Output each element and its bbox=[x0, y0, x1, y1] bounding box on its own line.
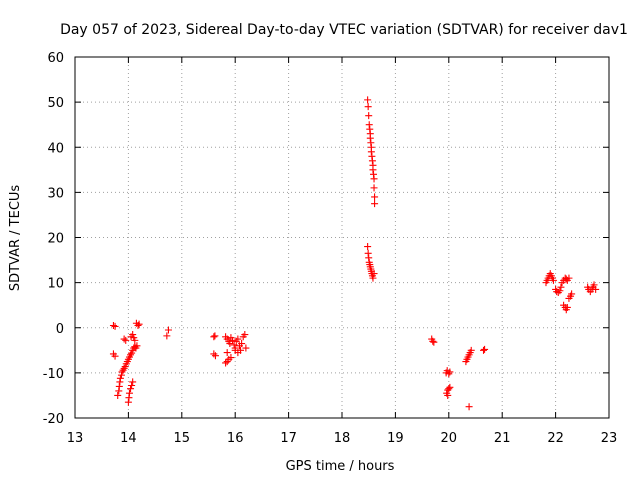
data-point bbox=[481, 345, 489, 353]
data-point bbox=[568, 290, 576, 298]
x-tick-label: 23 bbox=[601, 431, 618, 446]
data-point bbox=[364, 103, 372, 111]
data-point bbox=[592, 285, 600, 293]
y-tick-label: 20 bbox=[47, 232, 64, 247]
data-point bbox=[135, 320, 143, 328]
data-point bbox=[241, 331, 249, 339]
data-point bbox=[229, 336, 237, 344]
data-point bbox=[222, 359, 230, 367]
data-point bbox=[114, 391, 122, 399]
x-tick-label: 18 bbox=[334, 431, 351, 446]
data-point bbox=[364, 96, 372, 104]
data-point bbox=[230, 341, 238, 349]
data-point bbox=[127, 385, 135, 393]
data-point bbox=[211, 332, 219, 340]
x-tick-label: 21 bbox=[494, 431, 511, 446]
data-point bbox=[211, 352, 219, 360]
data-point bbox=[125, 389, 133, 397]
data-point bbox=[370, 175, 378, 183]
data-point bbox=[371, 193, 379, 201]
x-tick-label: 14 bbox=[120, 431, 137, 446]
y-tick-label: 30 bbox=[47, 186, 64, 201]
data-point bbox=[134, 321, 142, 329]
y-tick-label: 10 bbox=[47, 277, 64, 292]
x-tick-label: 17 bbox=[280, 431, 297, 446]
data-point bbox=[370, 184, 378, 192]
data-point bbox=[590, 281, 598, 289]
y-tick-labels: -20 -10 0 10 20 30 40 50 60 bbox=[43, 51, 64, 427]
data-point bbox=[116, 374, 124, 382]
data-point bbox=[242, 344, 250, 352]
data-point bbox=[227, 354, 235, 362]
data-point bbox=[446, 368, 454, 376]
data-point bbox=[111, 352, 119, 360]
data-point bbox=[238, 340, 246, 348]
data-point bbox=[465, 403, 473, 411]
data-point bbox=[111, 322, 119, 330]
data-point bbox=[444, 391, 452, 399]
x-tick-label: 13 bbox=[67, 431, 84, 446]
data-point bbox=[163, 332, 171, 340]
data-point bbox=[122, 336, 130, 344]
data-point bbox=[549, 276, 557, 284]
data-point bbox=[446, 383, 454, 391]
data-point bbox=[129, 331, 137, 339]
data-point bbox=[557, 283, 565, 291]
data-point bbox=[369, 274, 377, 282]
data-point bbox=[210, 333, 218, 341]
data-point bbox=[445, 385, 453, 393]
x-tick-label: 15 bbox=[174, 431, 191, 446]
y-tick-label: -20 bbox=[43, 412, 64, 427]
y-tick-label: 60 bbox=[47, 51, 64, 66]
data-point bbox=[365, 112, 373, 120]
y-tick-label: 40 bbox=[47, 141, 64, 156]
x-tick-label: 16 bbox=[227, 431, 244, 446]
data-point bbox=[120, 335, 128, 343]
chart-title: Day 057 of 2023, Sidereal Day-to-day VTE… bbox=[60, 22, 628, 38]
grid-lines bbox=[75, 57, 609, 418]
data-point bbox=[131, 336, 139, 344]
data-point bbox=[164, 326, 172, 334]
data-point bbox=[429, 337, 437, 345]
data-points bbox=[109, 96, 600, 411]
data-point bbox=[563, 303, 571, 311]
data-point bbox=[133, 342, 141, 350]
data-point bbox=[371, 200, 379, 208]
data-point bbox=[129, 378, 137, 386]
data-point bbox=[234, 335, 242, 343]
y-tick-label: 0 bbox=[56, 322, 64, 337]
x-tick-label: 20 bbox=[441, 431, 458, 446]
data-point bbox=[109, 321, 117, 329]
axis-ticks bbox=[74, 56, 610, 419]
data-point bbox=[565, 274, 573, 282]
data-point bbox=[234, 349, 242, 357]
y-tick-label: 50 bbox=[47, 96, 64, 111]
x-tick-label: 22 bbox=[547, 431, 564, 446]
x-axis-label: GPS time / hours bbox=[286, 459, 395, 474]
y-tick-label: -10 bbox=[43, 367, 64, 382]
data-point bbox=[556, 287, 564, 295]
y-axis-label: SDTVAR / TECUs bbox=[8, 185, 23, 292]
x-tick-label: 19 bbox=[387, 431, 404, 446]
data-point bbox=[553, 288, 561, 296]
data-point bbox=[223, 349, 231, 357]
x-tick-labels: 13 14 15 16 17 18 19 20 21 22 23 bbox=[67, 431, 618, 446]
data-point bbox=[480, 346, 488, 354]
data-point bbox=[430, 338, 438, 346]
data-point bbox=[370, 270, 378, 278]
data-point bbox=[128, 382, 136, 390]
data-point bbox=[364, 243, 372, 251]
data-point bbox=[467, 346, 475, 354]
